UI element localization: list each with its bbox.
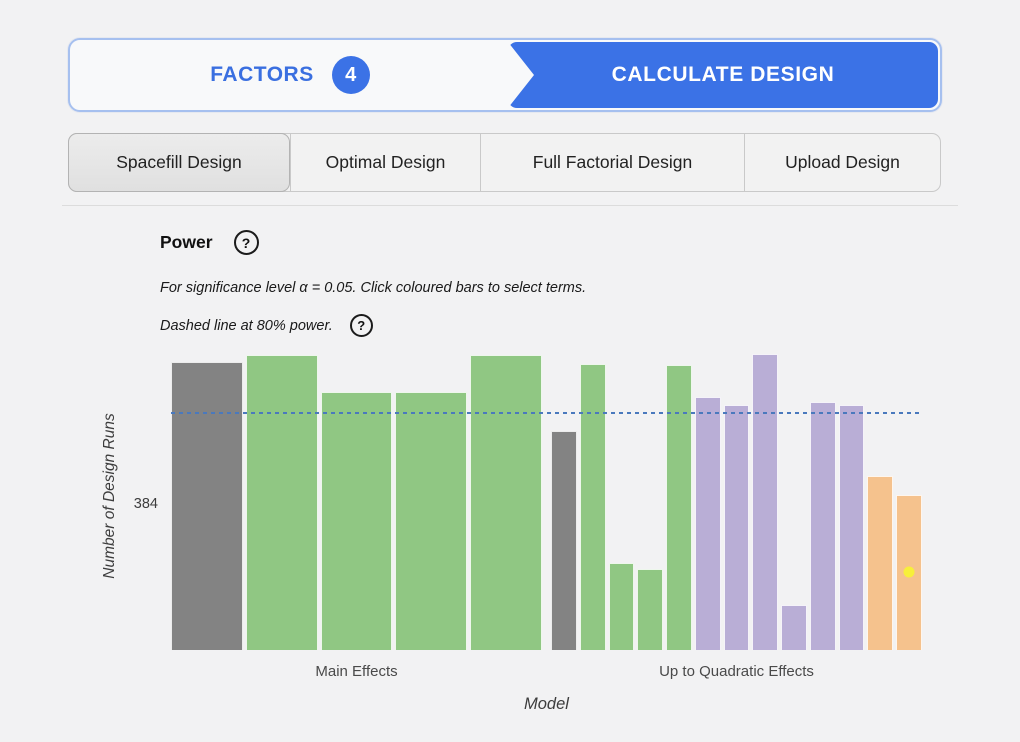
power-bar-main_effect[interactable] xyxy=(395,392,468,650)
power-bar-interaction[interactable] xyxy=(809,402,836,650)
power-bar-main_effect[interactable] xyxy=(470,355,542,650)
tab-spacefill-design[interactable]: Spacefill Design xyxy=(68,133,290,192)
power-help-icon[interactable]: ? xyxy=(233,230,259,255)
tab-label: Full Factorial Design xyxy=(532,152,693,172)
power-bar-chart xyxy=(171,350,922,650)
design-type-tabbar: Spacefill Design Optimal Design Full Fac… xyxy=(68,133,941,192)
power-bar-interaction[interactable] xyxy=(838,404,865,650)
power-bar-main_effect[interactable] xyxy=(245,355,318,650)
section-divider xyxy=(62,205,958,206)
power-bar-baseline xyxy=(171,361,243,650)
power-bar-baseline xyxy=(551,430,577,650)
power-bar-interaction[interactable] xyxy=(723,405,750,650)
bar-group-main-effects xyxy=(171,350,542,650)
power-bar-main_effect[interactable] xyxy=(666,364,692,650)
power-bar-interaction[interactable] xyxy=(752,354,779,650)
significance-note: For significance level α = 0.05. Click c… xyxy=(160,280,587,296)
x-group-label-main-effects: Main Effects xyxy=(315,663,398,680)
x-group-label-quadratic-effects: Up to Quadratic Effects xyxy=(659,663,814,680)
calculate-design-label: CALCULATE DESIGN xyxy=(611,63,835,86)
tab-upload-design[interactable]: Upload Design xyxy=(744,134,940,191)
y-axis-tick-384: 384 xyxy=(133,496,158,512)
design-stepper: FACTORS 4 CALCULATE DESIGN xyxy=(68,38,942,112)
dashed-line-help-icon[interactable]: ? xyxy=(349,314,373,337)
selected-term-marker xyxy=(903,566,915,578)
tab-full-factorial-design[interactable]: Full Factorial Design xyxy=(480,134,744,191)
factors-count-badge: 4 xyxy=(331,56,370,94)
power-bar-quadratic[interactable] xyxy=(867,475,894,650)
bar-group-quadratic-effects xyxy=(551,350,922,650)
step-factors[interactable]: FACTORS 4 xyxy=(70,40,510,110)
factors-step-label: FACTORS xyxy=(210,63,314,86)
x-axis-label: Model xyxy=(524,695,569,713)
power-bar-interaction[interactable] xyxy=(694,396,721,650)
tab-optimal-design[interactable]: Optimal Design xyxy=(290,134,480,191)
power-bar-main_effect[interactable] xyxy=(320,392,393,650)
power-bar-main_effect[interactable] xyxy=(608,563,635,650)
tab-label: Spacefill Design xyxy=(116,152,242,172)
step-calculate-design-banner: CALCULATE DESIGN xyxy=(508,42,938,108)
tab-label: Upload Design xyxy=(785,152,900,172)
power-bar-interaction[interactable] xyxy=(781,605,807,650)
power-bar-main_effect[interactable] xyxy=(579,364,606,650)
power-bar-main_effect[interactable] xyxy=(637,569,664,650)
dashed-line-note: Dashed line at 80% power. xyxy=(160,317,333,334)
tab-label: Optimal Design xyxy=(325,152,446,172)
y-axis-label: Number of Design Runs xyxy=(101,413,118,579)
power-section-title: Power xyxy=(160,232,213,252)
step-calculate-design[interactable]: CALCULATE DESIGN xyxy=(508,42,938,108)
